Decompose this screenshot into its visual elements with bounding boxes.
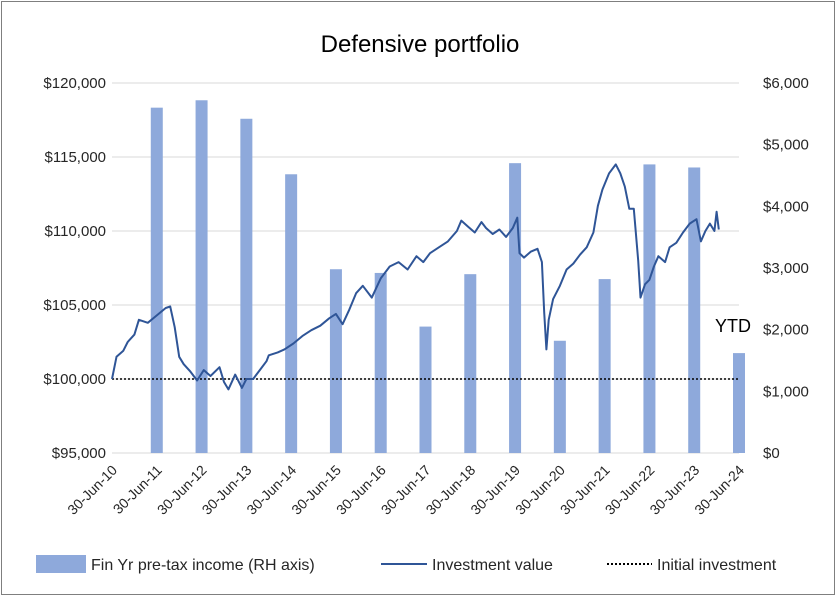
income-bar [733, 353, 745, 453]
x-axis-tick-label: 30-Jun-10 [64, 462, 120, 518]
right-axis-tick-label: $0 [763, 445, 780, 462]
left-axis-tick-label: $110,000 [45, 223, 106, 240]
x-axis-ticks: 30-Jun-1030-Jun-1130-Jun-1230-Jun-1330-J… [64, 462, 747, 518]
income-bar [464, 274, 477, 453]
investment-value-line [111, 163, 720, 391]
income-bar [285, 174, 298, 453]
left-axis-tick-label: $105,000 [43, 297, 106, 314]
left-axis-tick-label: $120,000 [43, 75, 106, 92]
right-axis-tick-label: $4,000 [763, 198, 809, 215]
income-bar [195, 100, 208, 454]
chart-title: Defensive portfolio [321, 31, 520, 58]
income-bar [240, 118, 253, 454]
right-axis-tick-label: $5,000 [763, 137, 809, 154]
left-axis-tick-label: $95,000 [52, 445, 106, 462]
right-axis-tick-label: $3,000 [763, 260, 809, 277]
left-axis-tick-label: $115,000 [45, 149, 106, 166]
income-bar [553, 340, 566, 453]
income-bar [329, 269, 342, 453]
income-bar [598, 279, 611, 453]
right-axis-tick-label: $2,000 [763, 322, 809, 339]
income-bar [150, 107, 163, 454]
x-axis-tick-label: 30-Jun-24 [691, 462, 747, 518]
legend-swatch-income [36, 555, 86, 573]
legend-label-income: Fin Yr pre-tax income (RH axis) [91, 557, 315, 574]
investment-value-series [111, 163, 720, 391]
income-bar [688, 167, 701, 453]
legend: Fin Yr pre-tax income (RH axis) Investme… [36, 555, 777, 574]
income-bar [419, 326, 432, 453]
income-bars [150, 100, 745, 454]
right-axis-tick-label: $6,000 [763, 75, 809, 92]
income-bar [374, 272, 387, 453]
left-axis-ticks: $95,000 $100,000 $105,000 $110,000 $115,000 $… [43, 75, 106, 462]
legend-label-initial-investment: Initial investment [657, 557, 777, 574]
income-bar [643, 164, 656, 453]
ytd-annotation: YTD [715, 316, 751, 336]
right-axis-ticks: $0 $1,000 $2,000 $3,000 $4,000 $5,000 $6,000 [763, 75, 809, 462]
left-axis-tick-label: $100,000 [43, 371, 106, 388]
legend-label-investment-value: Investment value [432, 557, 553, 574]
right-axis-tick-label: $1,000 [763, 383, 809, 400]
income-bar [509, 163, 522, 453]
